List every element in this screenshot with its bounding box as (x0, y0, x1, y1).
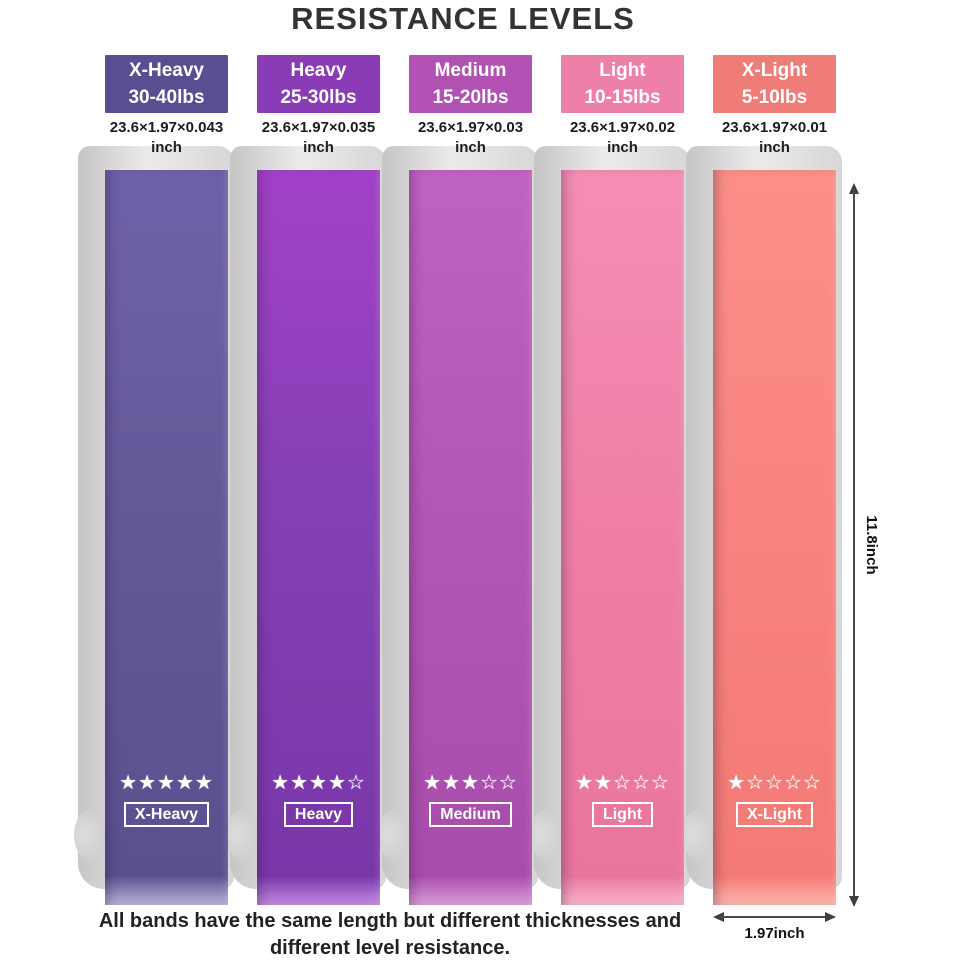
band-graphic-wrap: ★★★☆☆ Medium (378, 146, 538, 905)
level-header: Medium 15-20lbs (409, 55, 532, 113)
caption-line-2: different level resistance. (269, 937, 511, 959)
star-rating-icon: ★★★★☆ (271, 770, 366, 794)
level-header: X-Heavy 30-40lbs (105, 55, 228, 113)
band-column-light: Light 10-15lbs 23.6×1.97×0.02 inch ★★☆☆☆… (530, 55, 690, 905)
dimensions-value: 23.6×1.97×0.035 (261, 119, 376, 136)
band-graphic-wrap: ★★★★★ X-Heavy (74, 146, 234, 905)
level-name: X-Heavy (129, 60, 204, 81)
length-measure: 11.8inch (847, 183, 887, 907)
width-value: 1.97inch (744, 925, 805, 942)
band-graphic-wrap: ★☆☆☆☆ X-Light (682, 146, 842, 905)
band-column-x-heavy: X-Heavy 30-40lbs 23.6×1.97×0.043 inch ★★… (74, 55, 234, 905)
caption: All bands have the same length but diffe… (30, 908, 750, 960)
star-rating-icon: ★★★☆☆ (423, 770, 518, 794)
level-name: Light (599, 60, 646, 81)
band-graphic-wrap: ★★☆☆☆ Light (530, 146, 690, 905)
level-weight-range: 30-40lbs (128, 87, 205, 108)
page-title: RESISTANCE LEVELS (291, 1, 635, 36)
level-header: Heavy 25-30lbs (257, 55, 380, 113)
resistance-band: ★★★★★ X-Heavy (105, 170, 228, 905)
length-value: 11.8inch (863, 515, 880, 575)
band-column-medium: Medium 15-20lbs 23.6×1.97×0.03 inch ★★★☆… (378, 55, 538, 905)
resistance-band: ★☆☆☆☆ X-Light (713, 170, 836, 905)
dimensions-unit: inch (455, 139, 486, 156)
arrow-down-icon (849, 896, 859, 907)
level-weight-range: 15-20lbs (432, 87, 509, 108)
star-rating-icon: ★★★★★ (119, 770, 214, 794)
dimensions-label: 23.6×1.97×0.03 inch (395, 118, 546, 158)
band-tag-row: X-Heavy (105, 802, 228, 827)
measure-line-horizontal (719, 916, 830, 918)
dimensions-unit: inch (607, 139, 638, 156)
dimensions-unit: inch (151, 139, 182, 156)
band-tag-row: X-Light (713, 802, 836, 827)
dimensions-unit: inch (303, 139, 334, 156)
band-name-tag: Medium (429, 802, 512, 827)
band-name-tag: X-Light (735, 802, 814, 827)
dimensions-label: 23.6×1.97×0.01 inch (699, 118, 850, 158)
level-name: X-Light (741, 60, 808, 81)
dimensions-value: 23.6×1.97×0.03 (417, 119, 524, 136)
measure-line-vertical (853, 189, 855, 901)
level-name: Medium (434, 60, 507, 81)
band-name-tag: Heavy (283, 802, 354, 827)
dimensions-label: 23.6×1.97×0.02 inch (547, 118, 698, 158)
band-name-tag: Light (591, 802, 654, 827)
level-weight-range: 5-10lbs (741, 87, 808, 108)
dimensions-value: 23.6×1.97×0.043 (109, 119, 224, 136)
level-header: X-Light 5-10lbs (713, 55, 836, 113)
level-name: Heavy (290, 60, 347, 81)
arrow-up-icon (849, 183, 859, 194)
dimensions-unit: inch (759, 139, 790, 156)
level-weight-range: 10-15lbs (584, 87, 661, 108)
star-rating-icon: ★☆☆☆☆ (727, 770, 822, 794)
band-column-heavy: Heavy 25-30lbs 23.6×1.97×0.035 inch ★★★★… (226, 55, 386, 905)
level-header: Light 10-15lbs (561, 55, 684, 113)
dimensions-label: 23.6×1.97×0.035 inch (243, 118, 394, 158)
caption-line-1: All bands have the same length but diffe… (98, 910, 682, 932)
resistance-band: ★★★★☆ Heavy (257, 170, 380, 905)
band-tag-row: Medium (409, 802, 532, 827)
dimensions-value: 23.6×1.97×0.02 (569, 119, 676, 136)
arrow-left-icon (713, 912, 724, 922)
resistance-band: ★★★☆☆ Medium (409, 170, 532, 905)
resistance-band: ★★☆☆☆ Light (561, 170, 684, 905)
dimensions-label: 23.6×1.97×0.043 inch (91, 118, 242, 158)
arrow-right-icon (825, 912, 836, 922)
band-tag-row: Light (561, 802, 684, 827)
level-weight-range: 25-30lbs (280, 87, 357, 108)
band-name-tag: X-Heavy (123, 802, 210, 827)
width-measure: 1.97inch (713, 911, 836, 951)
dimensions-value: 23.6×1.97×0.01 (721, 119, 828, 136)
star-rating-icon: ★★☆☆☆ (575, 770, 670, 794)
band-tag-row: Heavy (257, 802, 380, 827)
band-graphic-wrap: ★★★★☆ Heavy (226, 146, 386, 905)
band-column-x-light: X-Light 5-10lbs 23.6×1.97×0.01 inch ★☆☆☆… (682, 55, 842, 905)
